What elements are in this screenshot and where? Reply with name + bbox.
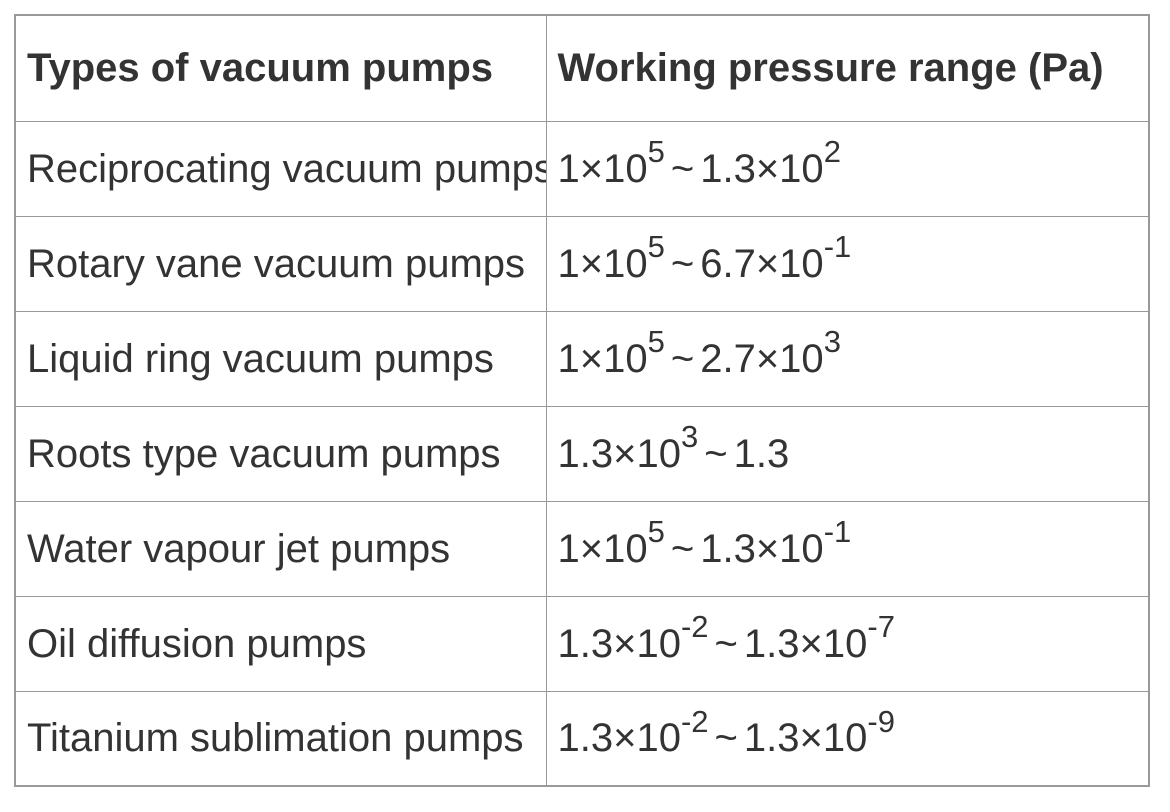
pressure-low-base: 1×10 [557,146,648,191]
table-cell-pump-type: Roots type vacuum pumps [14,405,547,502]
pressure-low-base: 1×10 [557,526,648,571]
column-header-pressure-range: Working pressure range (Pa) [545,14,1150,122]
range-separator: ~ [670,146,695,191]
pressure-high-base: 1.3×10 [700,146,824,191]
pressure-low-base: 1.3×10 [557,431,681,476]
table-cell-pump-type: Oil diffusion pumps [14,595,547,692]
table-row: Reciprocating vacuum pumps 1×105 ~1.3×102 [14,120,1150,217]
table-header-row: Types of vacuum pumps Working pressure r… [14,14,1150,122]
vacuum-pumps-table: Types of vacuum pumps Working pressure r… [14,14,1150,787]
pressure-low-exponent: 5 [647,514,665,550]
pressure-low-base: 1×10 [557,336,648,381]
table-cell-pump-type: Reciprocating vacuum pumps [14,120,547,217]
range-separator: ~ [704,431,728,476]
pressure-low-exponent: 5 [647,324,665,360]
table-cell-pump-type: Rotary vane vacuum pumps [14,215,547,312]
column-header-pump-types: Types of vacuum pumps [14,14,547,122]
table-cell-pressure-range: 1×105 ~1.3×102 [545,120,1150,217]
pressure-low-exponent: 3 [680,419,699,455]
range-separator: ~ [670,336,695,381]
table-row: Titanium sublimation pumps 1.3×10-2 ~1.3×… [14,690,1150,787]
table-cell-pressure-range: 1.3×10-2 ~1.3×10-7 [545,595,1150,692]
pressure-low-exponent: 5 [647,134,665,170]
table-cell-pressure-range: 1×105 ~2.7×103 [545,310,1150,407]
pressure-high-exponent: -1 [823,229,852,265]
table-cell-pressure-range: 1.3×10-2 ~1.3×10-9 [545,690,1150,787]
pressure-high-exponent: -7 [867,609,895,645]
range-separator: ~ [670,526,695,571]
table-cell-pressure-range: 1.3×103 ~1.3 [545,405,1150,502]
range-separator: ~ [714,621,738,666]
table-row: Water vapour jet pumps 1×105 ~1.3×10-1 [14,500,1150,597]
pressure-high-base: 6.7×10 [700,241,824,286]
pressure-high-base: 1.3×10 [743,621,868,666]
table-row: Rotary vane vacuum pumps 1×105 ~6.7×10-1 [14,215,1150,312]
pressure-high-exponent: -1 [823,514,852,550]
table-cell-pressure-range: 1×105 ~1.3×10-1 [545,500,1150,597]
pressure-low-exponent: -2 [680,609,709,645]
table-cell-pressure-range: 1×105 ~6.7×10-1 [545,215,1150,312]
pressure-low-base: 1.3×10 [557,621,681,666]
table-row: Liquid ring vacuum pumps 1×105 ~2.7×103 [14,310,1150,407]
pressure-high-base: 1.3 [733,431,790,476]
pressure-high-base: 1.3×10 [743,716,868,761]
pressure-low-base: 1×10 [557,241,648,286]
pressure-high-base: 2.7×10 [700,336,824,381]
table-cell-pump-type: Liquid ring vacuum pumps [14,310,547,407]
range-separator: ~ [670,241,695,286]
pressure-high-exponent: 3 [823,324,841,360]
pressure-low-exponent: -2 [680,704,709,740]
range-separator: ~ [714,716,738,761]
table-cell-pump-type: Water vapour jet pumps [14,500,547,597]
pressure-high-base: 1.3×10 [700,526,824,571]
pressure-high-exponent: -9 [867,704,895,740]
table-row: Roots type vacuum pumps 1.3×103 ~1.3 [14,405,1150,502]
pressure-high-exponent: 2 [823,134,841,170]
table-cell-pump-type: Titanium sublimation pumps [14,690,547,787]
pressure-low-base: 1.3×10 [557,716,681,761]
pressure-low-exponent: 5 [647,229,665,265]
table-row: Oil diffusion pumps 1.3×10-2 ~1.3×10-7 [14,595,1150,692]
